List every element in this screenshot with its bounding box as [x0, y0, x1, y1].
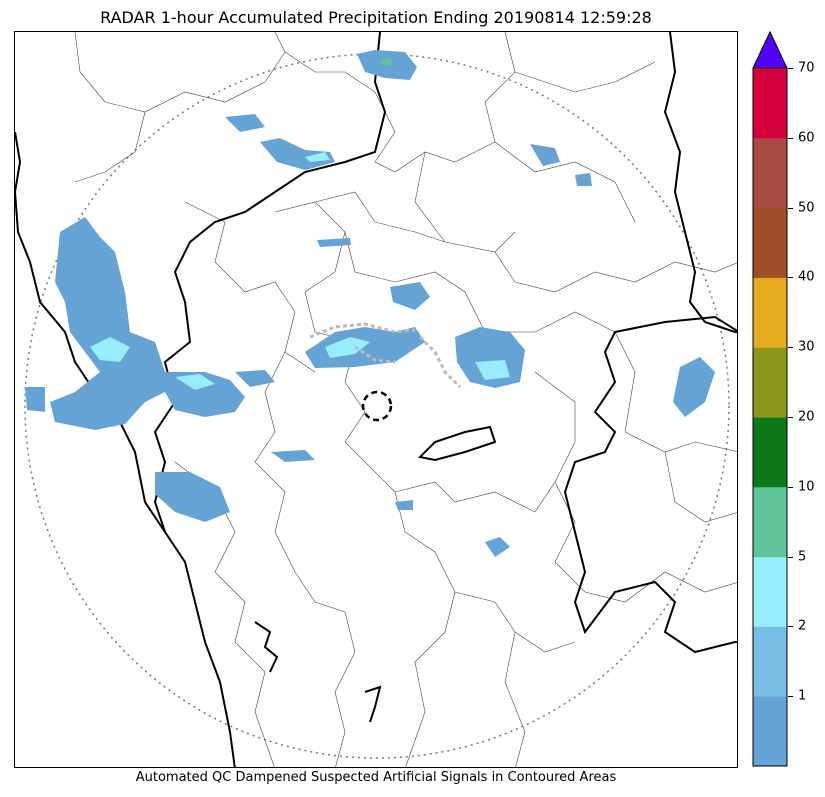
precip-cell: [673, 357, 715, 417]
radar-range-ring: [24, 53, 730, 759]
colorbar-segment: [753, 347, 787, 418]
precip-cell: [305, 327, 425, 368]
precip-cell: [390, 282, 430, 310]
precip-cell: [25, 387, 45, 412]
precip-cell: [485, 537, 510, 557]
colorbar-segment: [753, 696, 787, 767]
colorbar-tick-mark: [788, 486, 793, 488]
colorbar-tick-label: 20: [798, 409, 815, 425]
colorbar: [752, 31, 788, 767]
colorbar-tick-mark: [788, 277, 793, 279]
precip-cell: [225, 114, 265, 132]
precipitation-moderate: [90, 152, 510, 390]
colorbar-segment: [753, 207, 787, 278]
colorbar-segment: [753, 277, 787, 348]
precip-cell: [395, 500, 413, 510]
precip-cell: [575, 173, 592, 186]
colorbar-canvas: [752, 31, 788, 767]
colorbar-frame: [752, 67, 788, 767]
precip-cell: [530, 144, 560, 166]
precipitation-areas: [25, 50, 715, 557]
radar-site-marker: [361, 390, 393, 422]
colorbar-tick-mark: [788, 137, 793, 139]
colorbar-tick-mark: [788, 347, 793, 349]
colorbar-segment: [753, 137, 787, 209]
colorbar-tick-mark: [788, 207, 793, 209]
colorbar-tick-label: 5: [798, 549, 807, 565]
colorbar-tick-label: 70: [798, 60, 815, 76]
precip-cell: [50, 217, 245, 430]
radar-map[interactable]: [14, 31, 738, 768]
colorbar-tick-label: 1: [798, 688, 807, 704]
precip-cell: [235, 370, 275, 387]
precipitation-heavy: [380, 58, 393, 66]
map-title: RADAR 1-hour Accumulated Precipitation E…: [100, 8, 652, 27]
precip-cell: [317, 238, 351, 247]
colorbar-tick-mark: [788, 626, 793, 628]
precip-cell: [271, 450, 315, 462]
colorbar-segment: [753, 486, 787, 558]
colorbar-tick-mark: [788, 68, 793, 69]
colorbar-tick-mark: [788, 696, 793, 698]
colorbar-extend-arrow: [752, 31, 788, 69]
precip-cell: [260, 138, 335, 170]
district-boundaries: [74, 32, 737, 767]
colorbar-tick-mark: [788, 556, 793, 558]
colorbar-segment: [753, 556, 787, 627]
colorbar-tick-label: 50: [798, 200, 815, 216]
colorbar-tick-label: 30: [798, 339, 815, 355]
colorbar-segment: [753, 68, 787, 139]
colorbar-segment: [753, 417, 787, 488]
precip-cell: [155, 472, 230, 522]
colorbar-tick-label: 2: [798, 618, 807, 634]
colorbar-tick-label: 60: [798, 130, 815, 146]
colorbar-segment: [753, 626, 787, 697]
artificial-signal-contours: [309, 322, 462, 389]
colorbar-tick-label: 10: [798, 479, 815, 495]
map-footer-note: Automated QC Dampened Suspected Artifici…: [135, 770, 617, 785]
colorbar-tick-label: 40: [798, 269, 815, 285]
map-canvas: [15, 32, 737, 767]
colorbar-tick-mark: [788, 417, 793, 418]
